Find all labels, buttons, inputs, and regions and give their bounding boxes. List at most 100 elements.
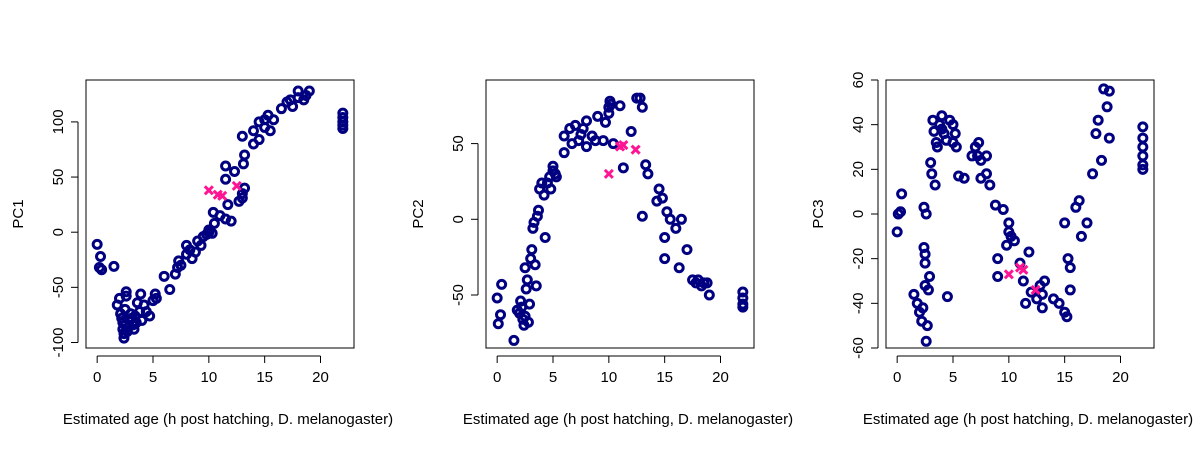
y-tick-label: 0 [450,215,467,223]
data-point [225,215,237,227]
data-point [924,271,936,283]
data-point [144,310,156,322]
highlight-point [217,190,228,201]
data-point [891,226,903,238]
data-point [496,278,508,290]
y-tick-label: 50 [450,135,467,152]
data-point [947,119,959,131]
data-point [492,318,504,330]
data-point [136,314,148,326]
data-point [532,204,544,216]
data-point [929,179,941,191]
data-point [222,199,234,211]
data-point [670,222,682,234]
x-tick-label: 20 [1112,369,1129,386]
data-point [236,192,248,204]
data-point [966,150,978,162]
data-point [536,177,548,189]
data-point [617,162,629,174]
y-tick-label: -100 [50,327,67,357]
highlight-point [231,180,242,191]
y-axis-title: PC2 [410,199,427,228]
data-point [664,213,676,225]
data-point [592,110,604,122]
data-point [195,239,207,251]
data-point [239,149,251,161]
highlight-point [1018,264,1029,275]
data-point [1075,230,1087,242]
x-tick-label: 20 [312,369,329,386]
data-point [950,141,962,153]
data-point [520,283,532,295]
highlight-point [1030,284,1041,295]
data-point [1103,85,1115,97]
data-point [659,231,671,243]
data-point [120,290,132,302]
data-point [91,238,103,250]
data-point [919,257,931,269]
data-point [229,166,241,178]
data-point [220,173,232,185]
y-tick-label: 0 [50,228,67,236]
data-point [108,260,120,272]
data-point [737,286,749,298]
data-point [1103,132,1115,144]
scatter-panel-pc3: 0 5 10 15 20 -60 -40 -20 0 20 40 60 Estimated age (h… [810,72,1193,428]
data-point [949,128,961,140]
y-tick-label: -50 [50,276,67,298]
data-point [164,284,176,296]
data-point [895,206,907,218]
data-point [236,130,248,142]
data-point [337,123,349,135]
data-point [581,141,592,153]
scatter-panel-pc2: 0 5 10 15 20 -50 0 50 Estimated age (h post hatc… [410,79,793,428]
data-point [527,222,539,234]
y-tick-label: 60 [850,72,867,89]
highlight-point [203,185,214,196]
data-point [206,227,218,239]
x-tick-label: 5 [149,369,157,386]
scatter-panel-pc1: 0 5 10 15 20 -100 -50 0 50 100 Estimated age (h po… [10,79,393,428]
data-point [989,199,1001,211]
highlight-point [1003,269,1014,280]
data-point [673,262,685,274]
data-point [135,288,147,300]
data-point [984,179,996,191]
y-tick-label: 50 [50,169,67,186]
x-axis-title: Estimated age (h post hatching, D. melan… [463,411,793,428]
data-point [491,292,503,304]
data-point [614,100,626,112]
data-point [597,135,609,147]
data-point [922,284,934,296]
data-point [1137,121,1149,133]
data-point [656,192,668,204]
data-point [253,134,265,146]
y-tick-label: -60 [850,337,867,359]
plot-frame [885,79,1155,349]
data-point [1017,275,1029,287]
data-point [239,182,251,194]
x-tick-label: 0 [93,369,101,386]
data-point [95,250,107,262]
data-point [189,246,201,258]
data-point [634,92,646,104]
data-point [120,286,132,298]
y-tick-label: 0 [850,210,867,218]
data-point [981,150,992,162]
data-point [303,85,315,97]
data-point [495,309,507,321]
data-point [973,137,985,149]
data-point [150,292,162,304]
data-point [919,248,931,260]
data-point [1096,154,1108,166]
data-point [539,231,551,243]
data-point [926,168,938,180]
data-point [921,320,933,332]
data-point [220,160,232,172]
x-axis-title: Estimated age (h post hatching, D. melan… [863,411,1193,428]
data-point [737,301,749,313]
y-tick-label: -50 [450,284,467,306]
data-point [1023,246,1035,258]
data-point [896,188,908,200]
